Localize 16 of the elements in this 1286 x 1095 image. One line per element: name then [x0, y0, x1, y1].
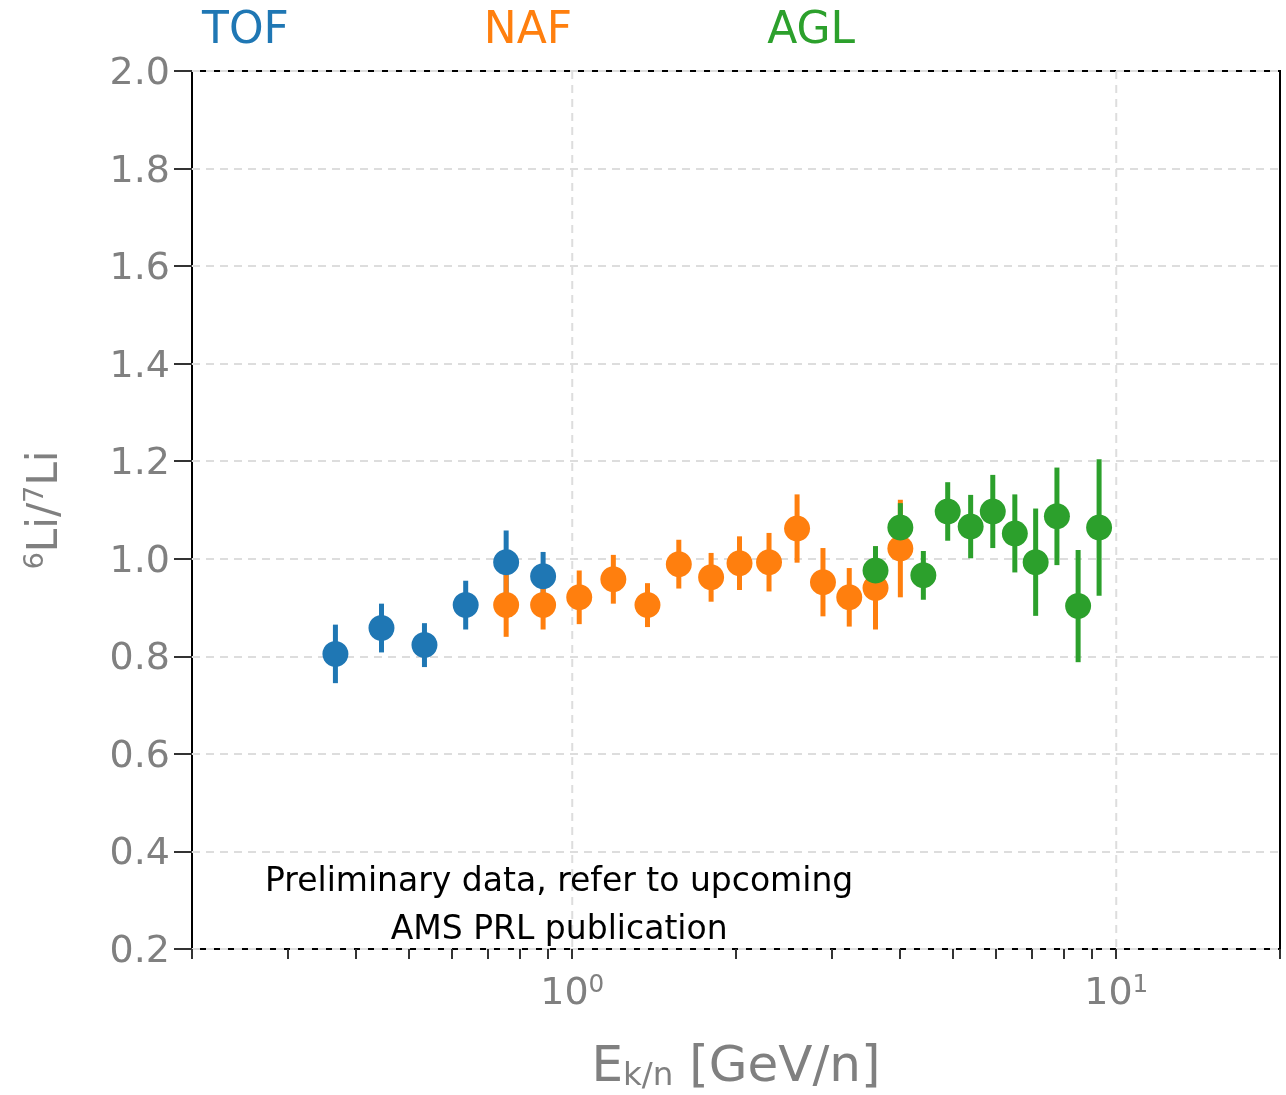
y-axis-title: 6Li/7Li: [17, 450, 67, 570]
y-tick-label: 1.8: [109, 146, 170, 191]
y-tick-label: 0.6: [109, 731, 170, 776]
y-tick-label: 1.2: [109, 439, 170, 484]
x-axis-title: Ek/n [GeV/n]: [591, 1034, 881, 1093]
text: TOF: [201, 1, 289, 53]
annotation: Preliminary data, refer to upcoming AMS PRL publication: [265, 859, 854, 947]
y-tick-label: 1.4: [109, 341, 170, 386]
text: AGL: [767, 1, 856, 53]
text: NAF: [483, 1, 573, 53]
y-tick-label: 1.0: [109, 536, 170, 581]
y-tick-label: 0.8: [109, 634, 170, 679]
y-tick-label: 0.2: [109, 927, 170, 971]
y-tick-label: 2.0: [109, 49, 170, 93]
y-tick-label: 0.4: [109, 829, 170, 874]
y-tick-label: 1.6: [109, 244, 170, 289]
